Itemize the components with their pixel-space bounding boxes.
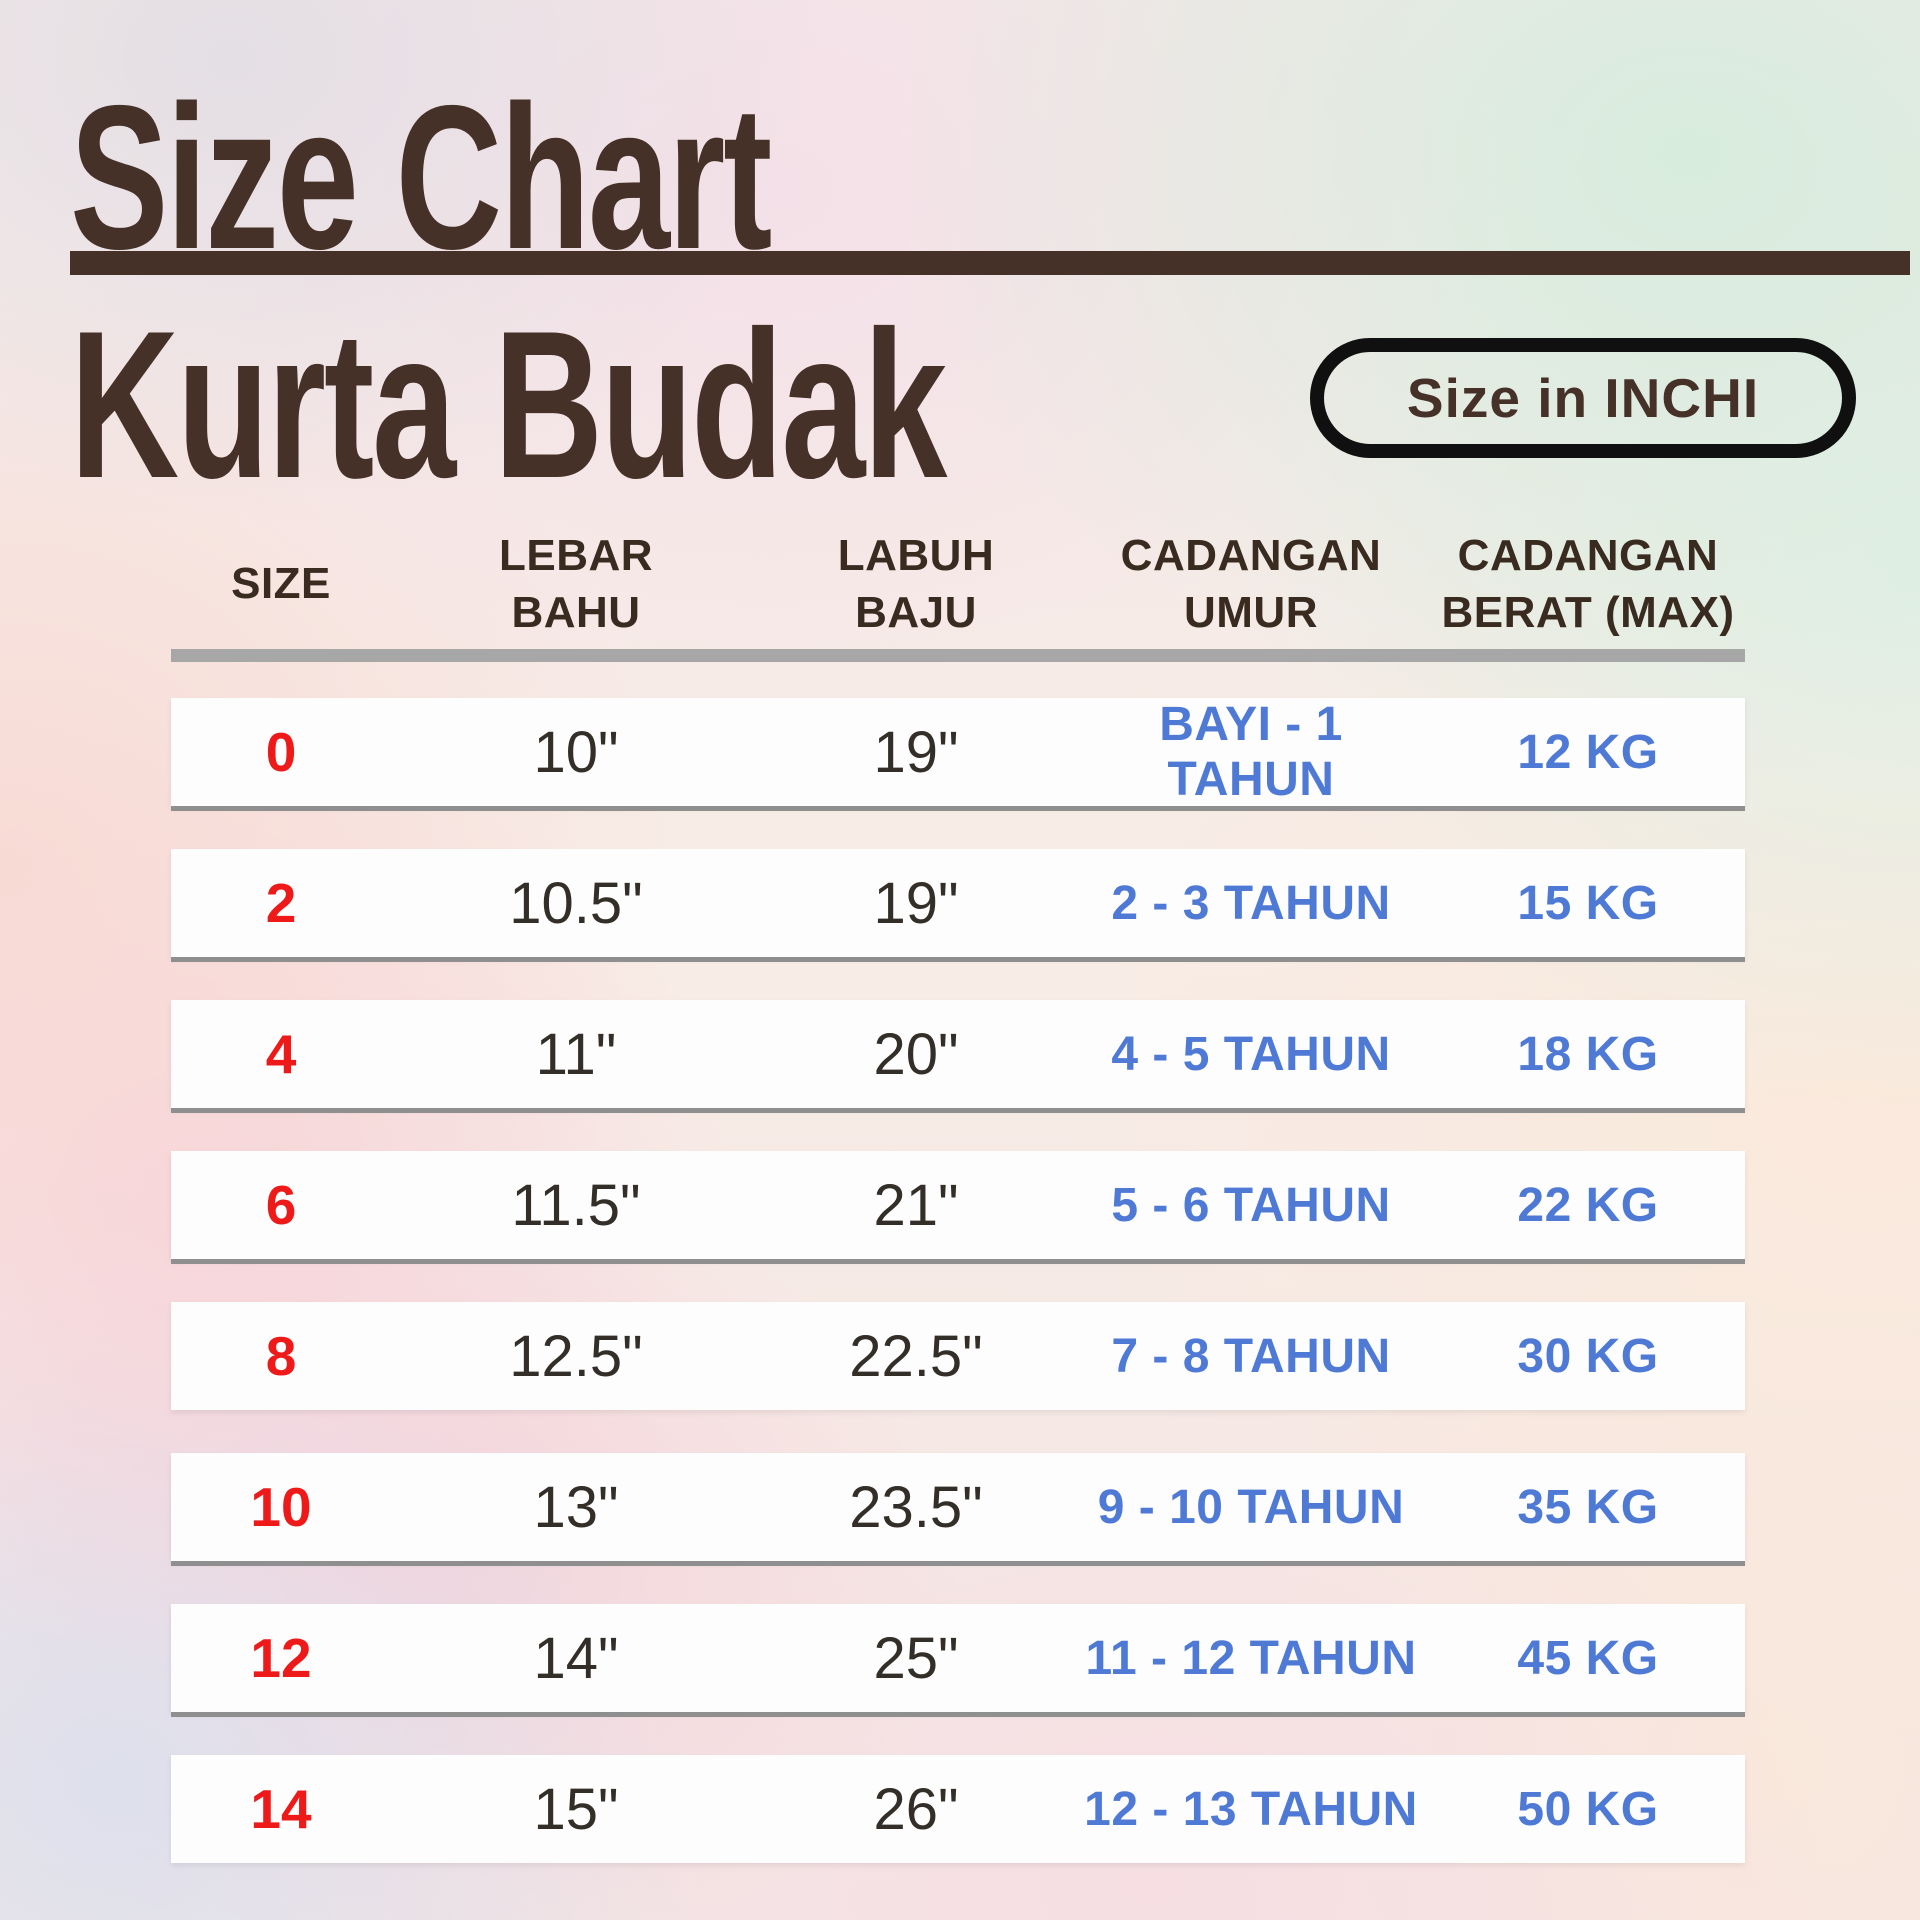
size-value: 14 (250, 1778, 312, 1840)
unit-badge: Size in INCHI (1310, 338, 1856, 458)
age-range-value: 12 - 13 TAHUN (1084, 1782, 1418, 1836)
shirt-length-value: 26" (873, 1776, 959, 1842)
table-row: 6 11.5" 21" 5 - 6 TAHUN 22 KG (171, 1151, 1745, 1264)
max-weight-value: 15 KG (1517, 876, 1659, 930)
shoulder-width-value: 11.5" (511, 1172, 641, 1238)
age-range-value: 5 - 6 TAHUN (1111, 1178, 1391, 1232)
size-value: 2 (265, 872, 297, 934)
table-row: 10 13" 23.5" 9 - 10 TAHUN 35 KG (171, 1453, 1745, 1566)
unit-badge-label: Size in INCHI (1406, 367, 1760, 429)
age-range-value: 7 - 8 TAHUN (1111, 1329, 1391, 1383)
table-row: 8 12.5" 22.5" 7 - 8 TAHUN 30 KG (171, 1302, 1745, 1410)
size-value: 8 (265, 1325, 297, 1387)
column-header-berat: CADANGAN BERAT (MAX) (1441, 530, 1735, 637)
shirt-length-value: 21" (873, 1172, 959, 1238)
size-value: 0 (265, 721, 297, 783)
max-weight-value: 18 KG (1517, 1027, 1659, 1081)
shirt-length-value: 19" (873, 870, 959, 936)
max-weight-value: 22 KG (1517, 1178, 1659, 1232)
column-header-labuh: LABUH BAJU (837, 530, 995, 637)
shoulder-width-value: 10" (533, 719, 619, 785)
shirt-length-value: 25" (873, 1625, 959, 1691)
table-header: SIZE LEBAR BAHU LABUH BAJU CADANGAN UMUR CAD… (171, 524, 1745, 644)
shirt-length-value: 22.5" (849, 1323, 983, 1389)
shirt-length-value: 20" (873, 1021, 959, 1087)
column-header-lebar: LEBAR BAHU (498, 530, 654, 637)
shirt-length-value: 19" (873, 719, 959, 785)
shoulder-width-value: 14" (533, 1625, 619, 1691)
max-weight-value: 30 KG (1517, 1329, 1659, 1383)
size-value: 12 (250, 1627, 312, 1689)
page-title: Size Chart (70, 63, 772, 292)
table-row: 2 10.5" 19" 2 - 3 TAHUN 15 KG (171, 849, 1745, 962)
max-weight-value: 45 KG (1517, 1631, 1659, 1685)
title-underline (70, 251, 1910, 275)
shoulder-width-value: 15" (533, 1776, 619, 1842)
shoulder-width-value: 11" (535, 1021, 617, 1087)
product-title: Kurta Budak (70, 287, 947, 522)
age-range-value: 4 - 5 TAHUN (1111, 1027, 1391, 1081)
size-value: 6 (265, 1174, 297, 1236)
shoulder-width-value: 10.5" (509, 870, 643, 936)
age-range-value: 2 - 3 TAHUN (1111, 876, 1391, 930)
header-divider-line (171, 649, 1745, 662)
table-row: 12 14" 25" 11 - 12 TAHUN 45 KG (171, 1604, 1745, 1717)
table-row: 4 11" 20" 4 - 5 TAHUN 18 KG (171, 1000, 1745, 1113)
table-rows: 0 10" 19" BAYI - 1 TAHUN 12 KG 2 10.5" 1… (171, 698, 1745, 1906)
age-range-value: 9 - 10 TAHUN (1097, 1480, 1405, 1534)
size-value: 10 (250, 1476, 312, 1538)
table-row: 0 10" 19" BAYI - 1 TAHUN 12 KG (171, 698, 1745, 811)
column-header-size: SIZE (231, 559, 331, 609)
column-header-umur: CADANGAN UMUR (1120, 530, 1382, 637)
max-weight-value: 12 KG (1517, 725, 1659, 779)
size-value: 4 (265, 1023, 297, 1085)
table-row: 14 15" 26" 12 - 13 TAHUN 50 KG (171, 1755, 1745, 1863)
max-weight-value: 50 KG (1517, 1782, 1659, 1836)
shoulder-width-value: 13" (533, 1474, 619, 1540)
age-range-value: 11 - 12 TAHUN (1085, 1631, 1417, 1685)
shirt-length-value: 23.5" (849, 1474, 983, 1540)
max-weight-value: 35 KG (1517, 1480, 1659, 1534)
shoulder-width-value: 12.5" (509, 1323, 643, 1389)
age-range-value: BAYI - 1 TAHUN (1159, 698, 1343, 806)
